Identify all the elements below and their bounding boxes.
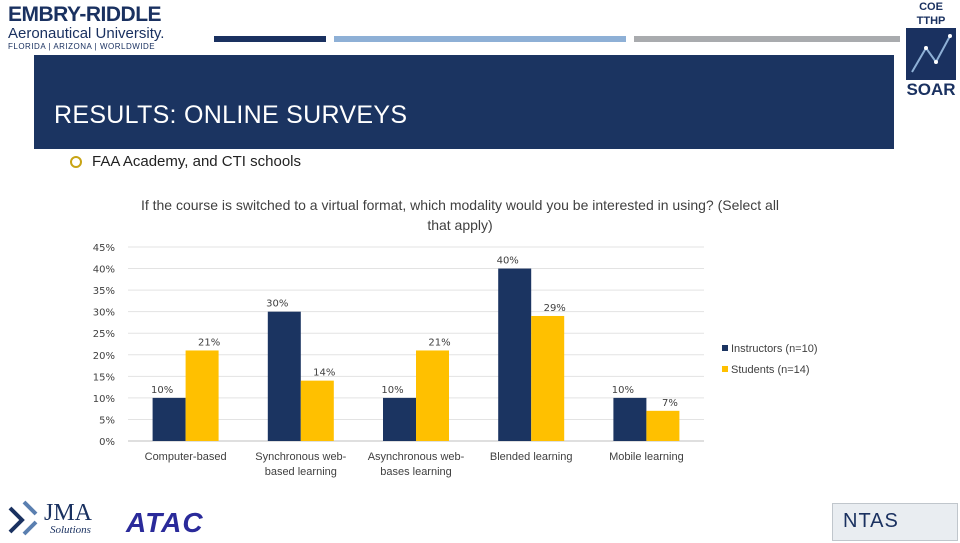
- bar-students: [300, 380, 334, 441]
- header-stripe-dark: [214, 36, 326, 42]
- header-stripe-gray: [634, 36, 900, 42]
- chart-data-labels: 10% 30% 10% 40% 10% 21% 14% 21% 29% 7%: [151, 256, 678, 409]
- erau-logo-line1: EMBRY-RIDDLE: [8, 3, 162, 26]
- ntas-logo: NTAS: [832, 503, 958, 541]
- data-label: 21%: [198, 337, 220, 348]
- bar-students: [646, 410, 680, 441]
- bar-instructors: [498, 268, 532, 441]
- bar-students: [185, 350, 219, 441]
- data-label: 10%: [151, 385, 173, 396]
- data-label: 40%: [497, 256, 519, 267]
- chart-title: If the course is switched to a virtual f…: [140, 197, 780, 233]
- category-label: Synchronous web-: [255, 451, 346, 463]
- data-label: 10%: [381, 385, 403, 396]
- jma-logo-text: JMA: [44, 500, 93, 526]
- data-label: 14%: [313, 368, 335, 379]
- erau-logo-line3: FLORIDA | ARIZONA | WORLDWIDE: [8, 42, 156, 51]
- coe-logo-emblem: [906, 28, 956, 80]
- bar-students: [416, 350, 449, 441]
- header-stripe-light: [334, 36, 626, 42]
- bar-instructors: [267, 311, 301, 441]
- bullet-circle-icon: [70, 155, 82, 168]
- category-label: Blended learning: [490, 451, 573, 463]
- bar-instructors: [383, 397, 416, 441]
- chart-bars: [152, 268, 680, 441]
- data-label: 10%: [612, 385, 634, 396]
- coe-logo-graphic: [911, 34, 952, 73]
- data-label: 30%: [266, 299, 288, 310]
- data-label: 29%: [544, 303, 566, 314]
- y-tick-label: 20%: [93, 351, 115, 362]
- erau-logo-line2: Aeronautical University.: [8, 25, 165, 42]
- category-label: Asynchronous web-: [368, 451, 465, 463]
- ntas-logo-text: NTAS: [843, 510, 899, 532]
- erau-logo: EMBRY-RIDDLE Aeronautical University. FL…: [8, 4, 214, 52]
- y-tick-label: 40%: [93, 265, 115, 276]
- coe-logo-bottom-text: SOAR: [906, 80, 956, 99]
- jma-solutions-logo: JMA Solutions: [6, 498, 106, 538]
- legend-label: Students (n=14): [731, 364, 810, 376]
- y-tick-label: 10%: [93, 394, 115, 405]
- bar-instructors: [152, 397, 186, 441]
- title-banner: RESULTS: ONLINE SURVEYS: [34, 55, 894, 149]
- coe-soar-logo: COE TTHP SOAR: [906, 0, 956, 99]
- y-tick-label: 15%: [93, 372, 115, 383]
- y-tick-label: 0%: [99, 437, 115, 448]
- category-label: bases learning: [380, 466, 452, 478]
- legend-label: Instructors (n=10): [731, 343, 818, 355]
- category-label: Mobile learning: [609, 451, 684, 463]
- x-axis-categories: Computer-based Synchronous web-based lear…: [145, 451, 684, 478]
- jma-logo-mark: [8, 500, 38, 536]
- y-tick-label: 25%: [93, 329, 115, 340]
- atac-logo: ATAC: [126, 507, 204, 538]
- y-tick-label: 35%: [93, 286, 115, 297]
- y-tick-label: 30%: [93, 308, 115, 319]
- slide-title: RESULTS: ONLINE SURVEYS: [54, 101, 408, 129]
- data-label: 7%: [662, 398, 678, 409]
- bar-instructors: [613, 397, 647, 441]
- coe-logo-top-text: COE TTHP: [916, 1, 946, 27]
- legend-swatch: [722, 345, 728, 351]
- data-label: 21%: [428, 337, 450, 348]
- category-label: Computer-based: [145, 451, 227, 463]
- y-tick-label: 45%: [93, 243, 115, 254]
- bar-students: [531, 315, 565, 441]
- bullet-text: FAA Academy, and CTI schools: [92, 153, 301, 170]
- category-label: based learning: [265, 466, 337, 478]
- y-axis-ticks: 0% 5% 10% 15% 20% 25% 30% 35% 40% 45%: [93, 243, 115, 448]
- y-tick-label: 5%: [99, 415, 115, 426]
- legend-swatch: [722, 366, 728, 372]
- jma-logo-subtext: Solutions: [50, 524, 91, 536]
- bullet-item: FAA Academy, and CTI schools: [70, 153, 301, 170]
- chart-legend: Instructors (n=10) Students (n=14): [722, 343, 818, 376]
